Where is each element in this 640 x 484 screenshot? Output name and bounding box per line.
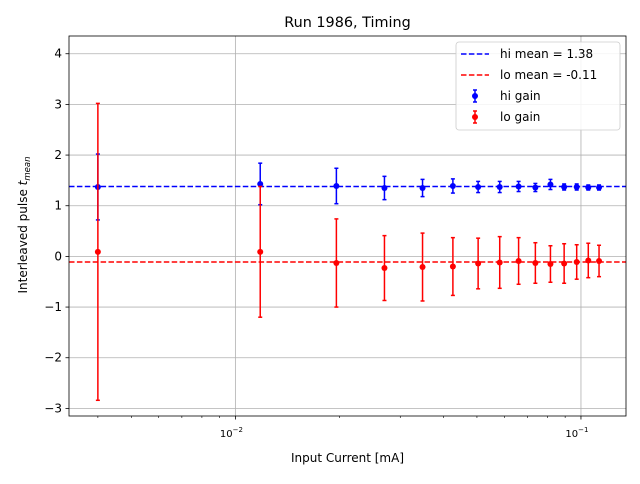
legend-box [455,41,621,131]
data-point [496,180,503,194]
data-point [547,178,554,191]
point-marker [532,259,539,266]
point-marker [419,264,426,271]
point-marker [257,248,264,255]
data-point [515,180,522,193]
legend-lo-gain-marker [472,110,478,124]
plot-frame [68,35,627,417]
data-point [333,167,340,205]
y-axis-label: Interleaved pulse tmean [16,157,33,294]
point-marker [561,260,568,267]
data-point [532,182,539,193]
data-point [419,178,426,198]
series-lo-gain [94,102,603,402]
data-point [561,183,568,191]
x-tick-label-base: 10 [565,429,578,440]
y-axis-label-subscript: mean [23,157,33,181]
point-marker [573,183,580,190]
legend-hi-gain-label: hi gain [500,89,541,103]
y-tick-label: 1 [54,199,62,213]
data-point [573,183,580,191]
data-point [333,218,340,308]
data-point [547,245,554,283]
x-tick-label-exponent: −2 [233,426,243,434]
point-marker [515,257,522,264]
data-point [561,242,568,285]
point-marker [585,257,592,264]
legend-hi-gain-marker [472,89,478,103]
legend-hi-mean-label: hi mean = 1.38 [500,47,593,61]
point-marker [475,183,482,190]
legend: hi mean = 1.38 lo mean = -0.11 hi gain l… [455,41,621,131]
reference-lines [69,185,626,263]
x-tick-label: 10−2 [220,426,243,440]
data-point [449,236,456,297]
data-point [475,237,482,290]
y-axis-label-variable: t [16,179,30,185]
point-marker [333,259,340,266]
point-marker [596,257,603,264]
data-point [585,242,592,279]
data-point [94,102,101,402]
y-axis-ticks: −3 −2 −1 0 1 2 3 4 [44,47,69,415]
x-tick-label-exponent: −1 [578,426,588,434]
y-tick-label: −1 [44,300,62,314]
data-point [449,178,456,194]
point-marker [449,182,456,189]
point-marker [585,184,592,191]
data-point [596,244,603,278]
point-marker [257,180,264,187]
point-marker [596,184,603,191]
point-marker [561,183,568,190]
legend-lo-gain-label: lo gain [500,110,540,124]
point-marker [496,183,503,190]
data-point [419,232,426,302]
point-marker [532,184,539,191]
y-tick-label: −3 [44,401,62,415]
point-marker [449,263,456,270]
chart-title: Run 1986, Timing [284,15,411,31]
y-tick-label: 0 [54,249,62,263]
data-point [596,184,603,191]
legend-lo-mean-label: lo mean = -0.11 [500,68,597,82]
point-marker [573,258,580,265]
point-marker [333,182,340,189]
y-axis-label-text: Interleaved pulse [16,185,30,293]
y-tick-label: −2 [44,351,62,365]
y-tick-label: 3 [54,97,62,111]
point-marker [419,185,426,191]
data-series [94,102,603,402]
point-marker [547,181,554,188]
data-point [532,241,539,285]
point-marker [94,248,101,255]
point-marker [475,260,482,267]
x-axis-ticks: 10−2 10−1 [97,416,588,440]
y-tick-label: 2 [54,148,62,162]
data-point [475,180,482,194]
point-marker [381,185,388,191]
data-point [381,234,388,302]
point-marker [515,183,522,190]
data-point [515,236,522,286]
y-tick-label: 4 [54,47,62,61]
point-marker [381,265,388,272]
data-point [585,184,592,191]
data-point [573,243,580,280]
point-marker [547,261,554,267]
point-marker [496,259,503,266]
data-point [381,175,388,201]
x-tick-label-base: 10 [220,429,233,440]
data-point [496,235,503,290]
x-tick-label: 10−1 [565,426,588,440]
x-axis-label: Input Current [mA] [291,451,404,465]
data-point [257,185,264,318]
